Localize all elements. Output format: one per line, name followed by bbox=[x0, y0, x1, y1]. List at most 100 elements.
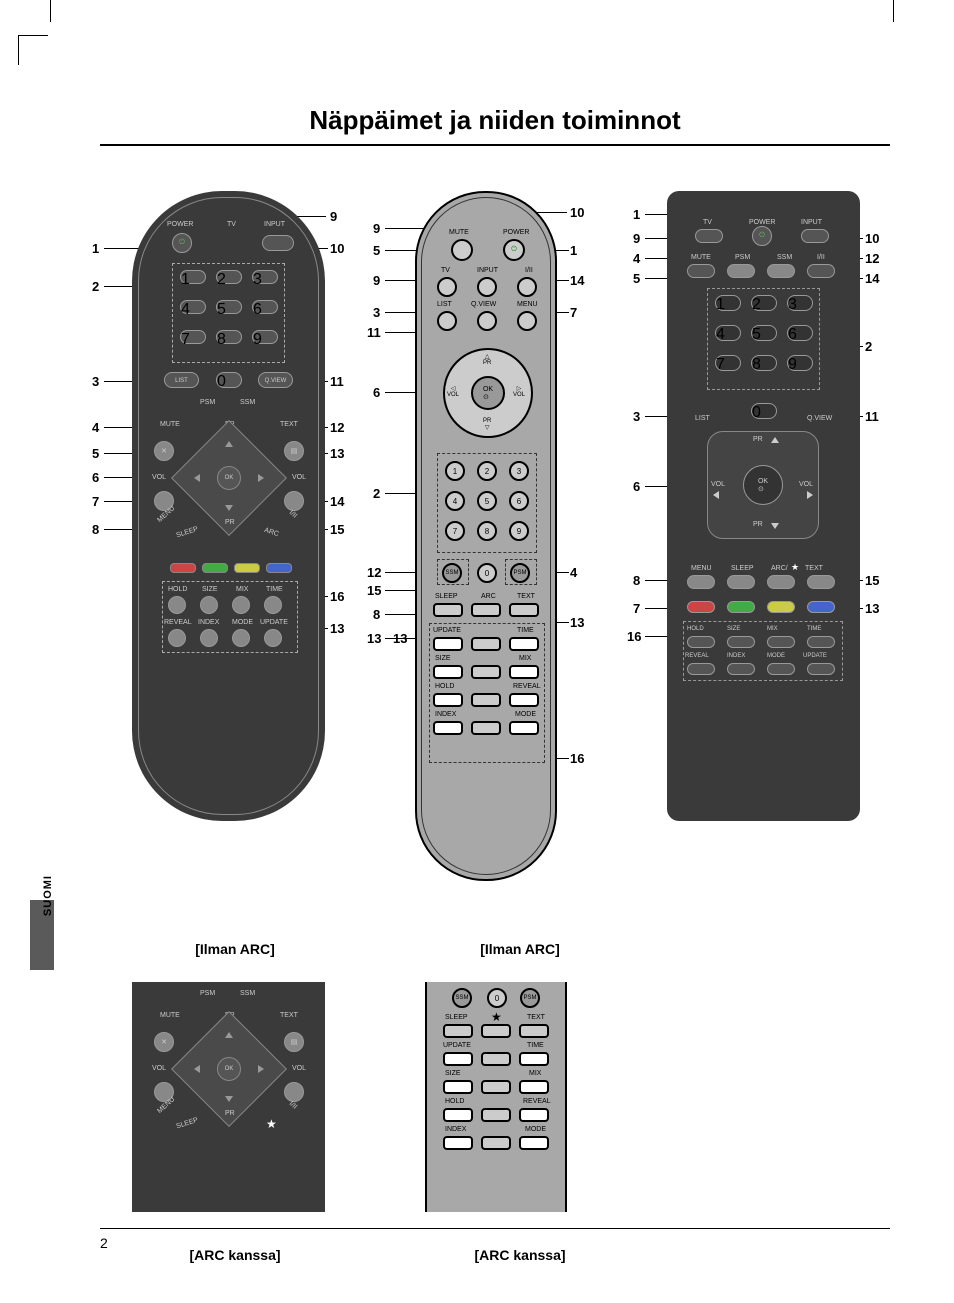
red-button[interactable] bbox=[687, 601, 715, 613]
b[interactable] bbox=[687, 636, 715, 648]
b[interactable] bbox=[727, 663, 755, 675]
n1[interactable]: 1 bbox=[715, 295, 741, 311]
iii-button-area[interactable] bbox=[284, 491, 304, 511]
n9[interactable]: 9 bbox=[509, 521, 529, 541]
n6[interactable]: 6 bbox=[509, 491, 529, 511]
b[interactable] bbox=[509, 637, 539, 651]
psm-button[interactable] bbox=[727, 264, 755, 278]
red-button[interactable] bbox=[170, 563, 196, 573]
ok-button[interactable]: OK⊙ bbox=[471, 376, 505, 410]
mute-button[interactable]: ✕ bbox=[154, 441, 174, 461]
n5[interactable]: 5 bbox=[477, 491, 497, 511]
b[interactable] bbox=[481, 1024, 511, 1038]
iii-button[interactable] bbox=[807, 264, 835, 278]
num-0[interactable]: 0 bbox=[216, 372, 242, 388]
num-6[interactable]: 6 bbox=[252, 300, 278, 314]
b[interactable] bbox=[471, 603, 501, 617]
b[interactable] bbox=[433, 637, 463, 651]
green-button[interactable] bbox=[202, 563, 228, 573]
ok-button[interactable]: OK bbox=[217, 1057, 241, 1081]
sleep-button[interactable] bbox=[727, 575, 755, 589]
b[interactable] bbox=[471, 637, 501, 651]
text-button[interactable]: ▤ bbox=[284, 441, 304, 461]
b[interactable] bbox=[284, 1082, 304, 1102]
menu-button[interactable] bbox=[687, 575, 715, 589]
n4[interactable]: 4 bbox=[715, 325, 741, 341]
tt-btn[interactable] bbox=[168, 596, 186, 614]
tt-btn[interactable] bbox=[232, 629, 250, 647]
n7[interactable]: 7 bbox=[715, 355, 741, 371]
b[interactable] bbox=[433, 665, 463, 679]
n0[interactable]: 0 bbox=[477, 563, 497, 583]
b[interactable] bbox=[519, 1136, 549, 1150]
power-button[interactable]: ⏻ bbox=[503, 239, 525, 261]
ok-button[interactable]: OK⊙ bbox=[743, 465, 783, 505]
input-button[interactable] bbox=[801, 229, 829, 243]
n8[interactable]: 8 bbox=[751, 355, 777, 371]
n9[interactable]: 9 bbox=[787, 355, 813, 371]
b[interactable] bbox=[481, 1080, 511, 1094]
n3[interactable]: 3 bbox=[509, 461, 529, 481]
green-button[interactable] bbox=[727, 601, 755, 613]
ok-button[interactable]: OK bbox=[217, 466, 241, 490]
n7[interactable]: 7 bbox=[445, 521, 465, 541]
tt-btn[interactable] bbox=[264, 629, 282, 647]
b[interactable] bbox=[443, 1080, 473, 1094]
num-4[interactable]: 4 bbox=[180, 300, 206, 314]
b[interactable] bbox=[443, 1108, 473, 1122]
num-8[interactable]: 8 bbox=[216, 330, 242, 344]
blue-button[interactable] bbox=[807, 601, 835, 613]
n8[interactable]: 8 bbox=[477, 521, 497, 541]
list-button[interactable] bbox=[437, 311, 457, 331]
psm-button[interactable]: PSM bbox=[510, 563, 530, 583]
n6[interactable]: 6 bbox=[787, 325, 813, 341]
b[interactable] bbox=[433, 721, 463, 735]
b[interactable] bbox=[727, 636, 755, 648]
tt-btn[interactable] bbox=[264, 596, 282, 614]
num-2[interactable]: 2 bbox=[216, 270, 242, 284]
b[interactable] bbox=[509, 665, 539, 679]
b[interactable] bbox=[767, 636, 795, 648]
n0[interactable]: 0 bbox=[487, 988, 507, 1008]
b[interactable] bbox=[509, 603, 539, 617]
yellow-button[interactable] bbox=[767, 601, 795, 613]
qview-button[interactable] bbox=[477, 311, 497, 331]
n1[interactable]: 1 bbox=[445, 461, 465, 481]
b[interactable] bbox=[443, 1136, 473, 1150]
num-3[interactable]: 3 bbox=[252, 270, 278, 284]
ssm-button[interactable]: SSM bbox=[442, 563, 462, 583]
arc-button[interactable] bbox=[767, 575, 795, 589]
b[interactable] bbox=[471, 721, 501, 735]
b[interactable] bbox=[433, 693, 463, 707]
input-button[interactable] bbox=[262, 235, 294, 251]
b[interactable] bbox=[807, 663, 835, 675]
qview-button[interactable]: Q.VIEW bbox=[258, 372, 293, 388]
n5[interactable]: 5 bbox=[751, 325, 777, 341]
tt-btn[interactable] bbox=[200, 596, 218, 614]
b[interactable] bbox=[807, 636, 835, 648]
b[interactable] bbox=[519, 1080, 549, 1094]
n4[interactable]: 4 bbox=[445, 491, 465, 511]
b[interactable] bbox=[471, 665, 501, 679]
menu-button[interactable] bbox=[517, 311, 537, 331]
b[interactable] bbox=[471, 693, 501, 707]
b[interactable] bbox=[519, 1108, 549, 1122]
b[interactable] bbox=[481, 1136, 511, 1150]
blue-button[interactable] bbox=[266, 563, 292, 573]
text-button[interactable]: ▤ bbox=[284, 1032, 304, 1052]
b[interactable] bbox=[443, 1052, 473, 1066]
num-7[interactable]: 7 bbox=[180, 330, 206, 344]
b[interactable] bbox=[433, 603, 463, 617]
ssm-button[interactable] bbox=[767, 264, 795, 278]
input-button[interactable] bbox=[477, 277, 497, 297]
tv-button[interactable] bbox=[437, 277, 457, 297]
ssm-button[interactable]: SSM bbox=[452, 988, 472, 1008]
mute-button[interactable]: ✕ bbox=[154, 1032, 174, 1052]
b[interactable] bbox=[443, 1024, 473, 1038]
num-9[interactable]: 9 bbox=[252, 330, 278, 344]
b[interactable] bbox=[767, 663, 795, 675]
power-button[interactable]: ⏻ bbox=[752, 226, 772, 246]
tv-button[interactable] bbox=[695, 229, 723, 243]
yellow-button[interactable] bbox=[234, 563, 260, 573]
n0[interactable]: 0 bbox=[751, 403, 777, 419]
